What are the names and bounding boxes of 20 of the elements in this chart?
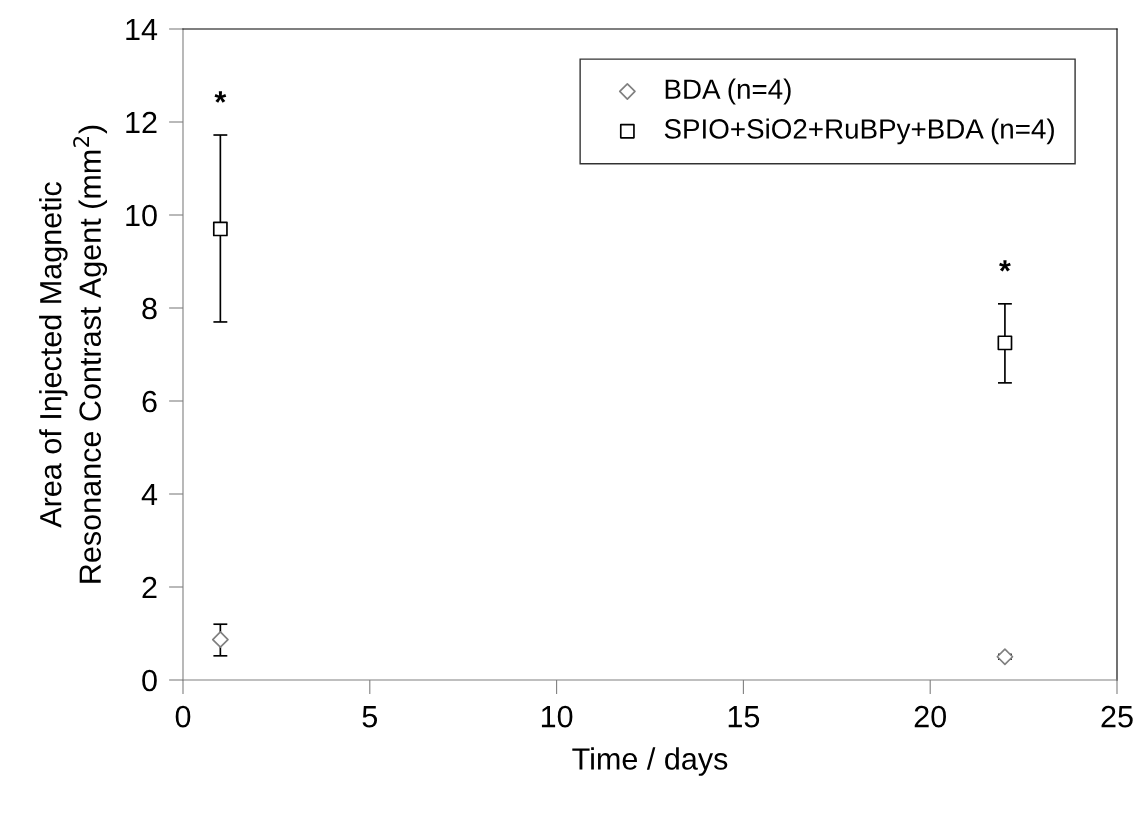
- x-axis-title: Time / days: [572, 747, 728, 776]
- x-tick-label: 0: [175, 705, 191, 728]
- annotation: *: [999, 260, 1011, 272]
- y-tick-label: 14: [126, 19, 158, 41]
- legend-label: BDA (n=4): [665, 78, 791, 105]
- legend-label: SPIO+SiO2+RuBPy+BDA (n=4): [664, 118, 1054, 145]
- y-tick-label: 8: [142, 297, 157, 320]
- y-tick-label: 2: [142, 576, 157, 599]
- x-tick-label: 5: [362, 706, 378, 728]
- y-tick-label: 4: [141, 484, 158, 506]
- y-axis-title: Area of Injected Magnetic Resonance Contrast Agent (mm$^{2}$): [39, 125, 108, 583]
- y-tick-label: 10: [126, 204, 157, 227]
- y-tick-label: 12: [126, 111, 157, 134]
- x-tick-label: 20: [914, 705, 946, 728]
- y-tick-label: 0: [142, 669, 157, 692]
- y-tick-label: 6: [142, 390, 157, 413]
- annotation: *: [214, 91, 227, 103]
- x-tick-label: 15: [728, 706, 760, 728]
- x-tick-label: 25: [1101, 705, 1133, 728]
- x-tick-label: 10: [541, 705, 573, 728]
